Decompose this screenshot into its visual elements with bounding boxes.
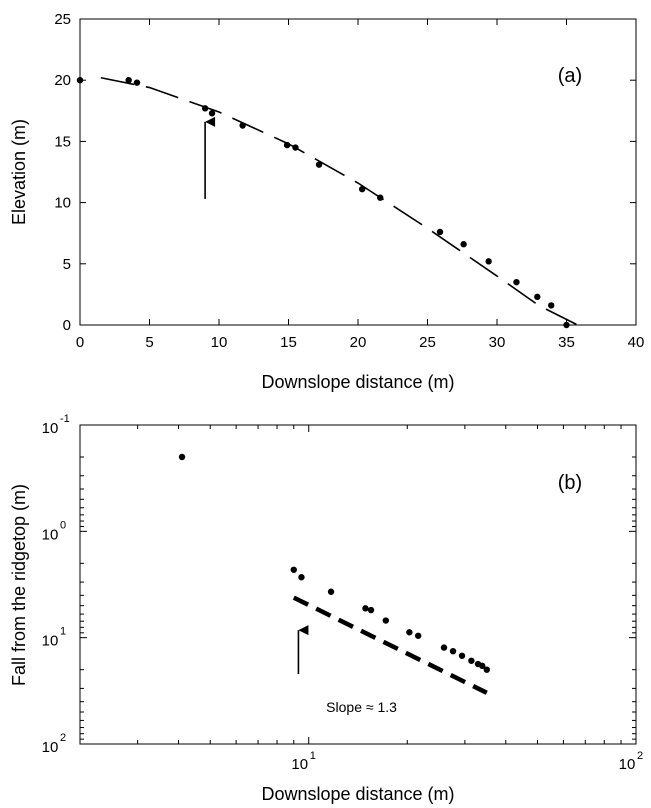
y-tick-label: 15 [54, 133, 71, 150]
data-point [133, 79, 141, 86]
panel-a-y-axis-label: Elevation (m) [9, 119, 29, 225]
y-tick-label-base: 10 [42, 420, 59, 437]
y-tick-label-base: 10 [42, 526, 59, 543]
data-point [290, 566, 297, 573]
panel-a-ticks: 0 5 10 15 20 25 30 35 40 0 5 10 15 20 25 [54, 11, 644, 351]
y-tick-label-exponent: -1 [60, 413, 70, 425]
x-tick-label: 5 [145, 334, 153, 351]
fit-line [292, 595, 488, 695]
data-point [125, 77, 132, 84]
data-point [548, 302, 555, 309]
panel-b-annotations: Slope ≈ 1.3 [297, 625, 397, 715]
panel-a-chart: 0 5 10 15 20 25 30 35 40 0 5 10 15 20 25 (a) Downslope… [9, 11, 644, 392]
y-tick-label: 0 [63, 317, 71, 334]
x-tick-label: 0 [76, 334, 84, 351]
panel-a-points [76, 77, 570, 329]
x-tick-label: 20 [350, 334, 367, 351]
y-tick-label-exponent: 1 [60, 626, 66, 638]
data-point [239, 122, 246, 129]
y-tick-label-base: 10 [42, 739, 59, 756]
panel-b-fit-line-group [292, 595, 488, 695]
y-tick-label-exponent: 0 [60, 519, 66, 531]
data-point [315, 161, 323, 168]
data-point [298, 574, 305, 581]
data-point [367, 606, 375, 614]
panel-b-y-axis-label: Fall from the ridgetop (m) [9, 484, 29, 686]
data-point [483, 666, 490, 673]
data-point [406, 629, 413, 636]
data-point [362, 605, 369, 612]
y-tick-label: 10 [54, 195, 71, 212]
data-point [440, 644, 448, 651]
data-point [436, 228, 444, 236]
data-point [563, 321, 570, 329]
x-tick-label-base: 10 [619, 756, 636, 773]
data-point [358, 185, 366, 193]
panel-b-plot-frame [79, 424, 637, 745]
x-tick-label: 25 [419, 334, 436, 351]
data-point [76, 77, 84, 84]
y-tick-label-base: 10 [42, 633, 59, 650]
data-point [292, 144, 299, 151]
data-point [178, 453, 186, 461]
data-point [208, 110, 216, 117]
data-point [485, 258, 492, 265]
fit-curve [100, 76, 578, 326]
data-point [382, 617, 390, 624]
y-tick-label: 20 [54, 72, 71, 89]
data-point [327, 588, 335, 595]
data-point [534, 293, 541, 301]
x-tick-label: 10 [211, 334, 228, 351]
x-tick-label-exponent: 1 [310, 750, 316, 762]
slope-annotation: Slope ≈ 1.3 [326, 699, 397, 715]
x-tick-label: 30 [489, 334, 506, 351]
data-point [479, 662, 486, 670]
y-tick-label-exponent: 2 [60, 732, 66, 744]
x-tick-label: 40 [628, 334, 645, 351]
panel-b-label: (b) [558, 472, 582, 494]
y-tick-label: 5 [63, 256, 71, 273]
panel-a-x-axis-label: Downslope distance (m) [261, 372, 454, 392]
x-tick-label-exponent: 2 [637, 750, 643, 762]
panel-a-plot-frame [79, 18, 637, 326]
data-point [377, 194, 384, 201]
panel-a-label: (a) [558, 65, 582, 87]
panel-b-x-axis-label: Downslope distance (m) [261, 784, 454, 804]
data-point [449, 647, 457, 655]
panel-b-points [178, 453, 490, 673]
data-point [513, 278, 520, 286]
y-tick-label: 25 [54, 11, 71, 28]
x-tick-label-base: 10 [291, 756, 308, 773]
panel-a-fit-curve-group [100, 76, 578, 326]
data-point [468, 657, 475, 664]
data-point [414, 632, 422, 639]
x-tick-label: 15 [280, 334, 297, 351]
data-point [458, 652, 466, 659]
data-point [201, 105, 209, 112]
x-tick-label: 35 [558, 334, 575, 351]
data-point [283, 141, 291, 149]
data-point [460, 241, 467, 248]
